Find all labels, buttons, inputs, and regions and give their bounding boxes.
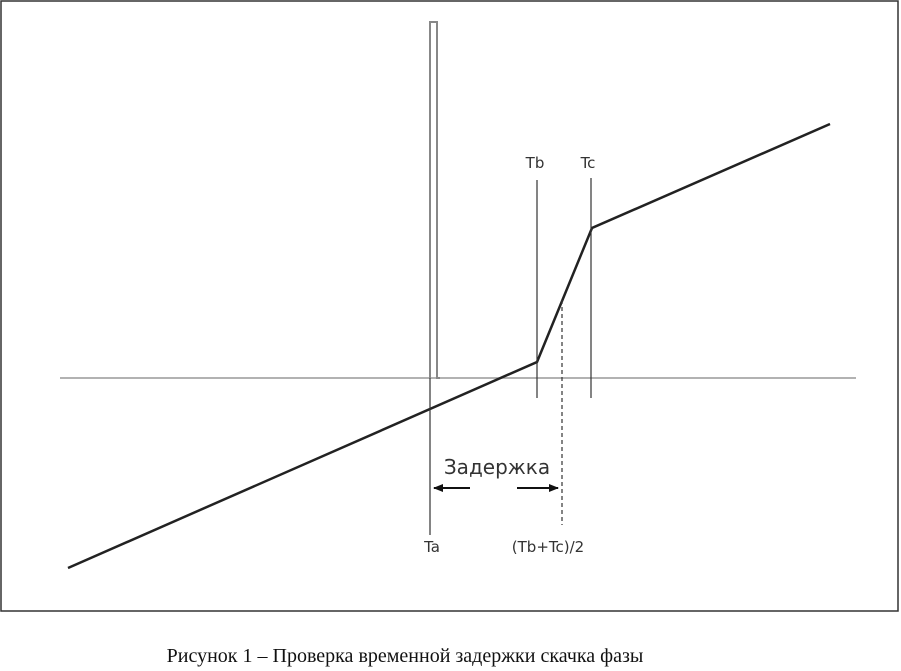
caption: Рисунок 1 – Проверка временной задержки … (167, 645, 644, 667)
mid-label: (Tb+Tc)/2 (512, 538, 584, 556)
pulse (429, 21, 440, 379)
tc-label: Tc (580, 154, 596, 172)
tb-label: Tb (525, 154, 545, 172)
frame (0, 0, 899, 612)
delay-label: Задержка (444, 455, 550, 479)
ta-label: Ta (423, 538, 440, 556)
phase-line (67, 122, 831, 570)
